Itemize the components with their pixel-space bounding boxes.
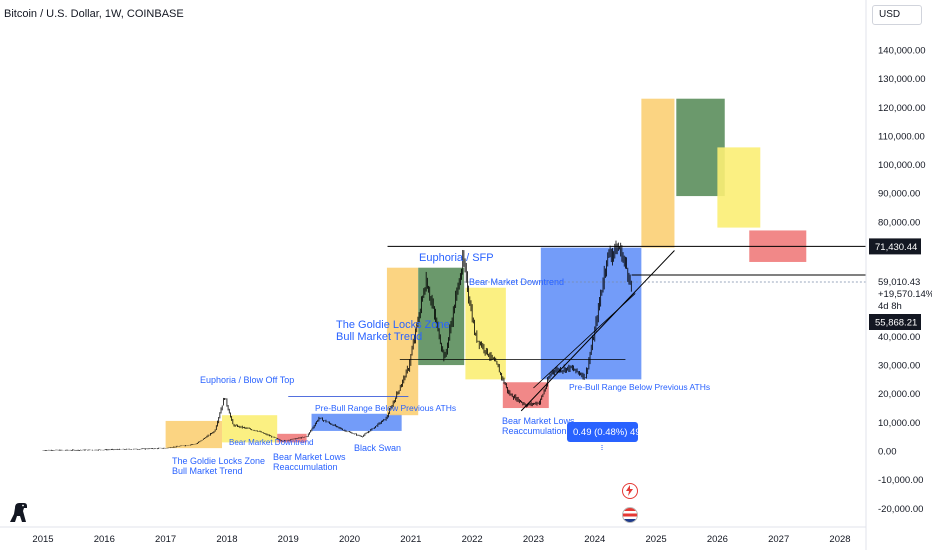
year-tick-label: 2021 [400,534,421,545]
price-tick-label: 110,000.00 [878,131,925,142]
measure-tooltip-text: 0.49 (0.48%) 49 [573,427,641,438]
price-tick-label: 140,000.00 [878,46,926,57]
annotation-euphoria-sfp[interactable]: Euphoria / SFP [419,252,494,264]
zone-green-10[interactable] [676,98,725,197]
current-price-label: 55,868.21 [875,318,917,329]
year-tick-label: 2028 [829,534,850,545]
annotation-bear-downtrend-2018[interactable]: Bear Market Downtrend [229,438,313,447]
year-tick-label: 2023 [523,534,544,545]
annotation-black-swan[interactable]: Black Swan [354,443,401,453]
zone-light_yellow-1[interactable] [222,415,278,443]
zone-blue-8[interactable] [540,247,642,380]
countdown-label: 4d 8h [878,301,902,312]
zone-light_yellow-6[interactable] [465,287,506,380]
year-tick-label: 2025 [646,534,667,545]
annotation-euphoria-2017[interactable]: Euphoria / Blow Off Top [200,375,294,385]
price-tick-label: 120,000.00 [878,103,926,114]
zone-light_yellow-11[interactable] [717,147,761,228]
year-tick-label: 2027 [768,534,789,545]
year-tick-label: 2018 [216,534,237,545]
annotation-bear-downtrend-2022[interactable]: Bear Market Downtrend [469,277,564,287]
year-tick-label: 2020 [339,534,360,545]
level-label-bg [869,238,921,255]
price-tick-label: 40,000.00 [878,332,920,343]
price-tick-label: -10,000.00 [878,475,923,486]
year-tick-label: 2019 [278,534,299,545]
trend-line-2 [533,293,636,389]
annotation-goldie-2020[interactable]: The Goldie Locks Zone Bull Market Trend [336,319,450,343]
zone-red-2[interactable] [277,433,307,443]
zone-blue-3[interactable] [311,413,402,431]
year-tick-label: 2017 [155,534,176,545]
year-tick-label: 2022 [462,534,483,545]
annotation-bear-lows-2022[interactable]: Bear Market Lows Reaccumulation [502,416,575,436]
measure-tooltip[interactable] [567,422,638,442]
price-tick-label: 30,000.00 [878,361,920,372]
year-tick-label: 2016 [94,534,115,545]
year-tick-label: 2015 [32,534,53,545]
price-tick-label: 130,000.00 [878,74,926,85]
events-lightning-icon[interactable] [622,483,638,499]
year-tick-label: 2024 [584,534,605,545]
annotation-pre-bull-2019[interactable]: Pre-Bull Range Below Previous ATHs [315,403,456,413]
price-tick-label: 100,000.00 [878,160,926,171]
zone-red-7[interactable] [502,382,549,409]
annotation-goldie-2017[interactable]: The Goldie Locks Zone Bull Market Trend [172,456,265,476]
price-tick-label: 59,010.43 [878,277,920,288]
zone-yellow-9[interactable] [641,98,675,248]
price-tick-label: 20,000.00 [878,389,920,400]
tradingview-dino-icon[interactable] [6,500,32,524]
price-tick-label: 80,000.00 [878,217,920,228]
annotation-bear-lows-2019[interactable]: Bear Market Lows Reaccumulation [273,452,346,472]
year-tick-label: 2026 [707,534,728,545]
price-tick-label: 10,000.00 [878,418,920,429]
price-tick-label: -20,000.00 [878,504,923,515]
symbol-title[interactable]: Bitcoin / U.S. Dollar, 1W, COINBASE [4,8,184,20]
change-label: +19,570.14% [878,289,932,300]
annotation-pre-bull-2023[interactable]: Pre-Bull Range Below Previous ATHs [569,382,710,392]
price-tick-label: 0.00 [878,447,897,458]
us-economic-event-flag-icon[interactable] [622,507,638,523]
current-price-label-bg [869,314,921,330]
level-label: 71,430.44 [875,242,917,253]
currency-button[interactable]: USD [872,5,922,25]
price-tick-label: 90,000.00 [878,189,920,200]
zone-yellow-0[interactable] [165,420,223,449]
